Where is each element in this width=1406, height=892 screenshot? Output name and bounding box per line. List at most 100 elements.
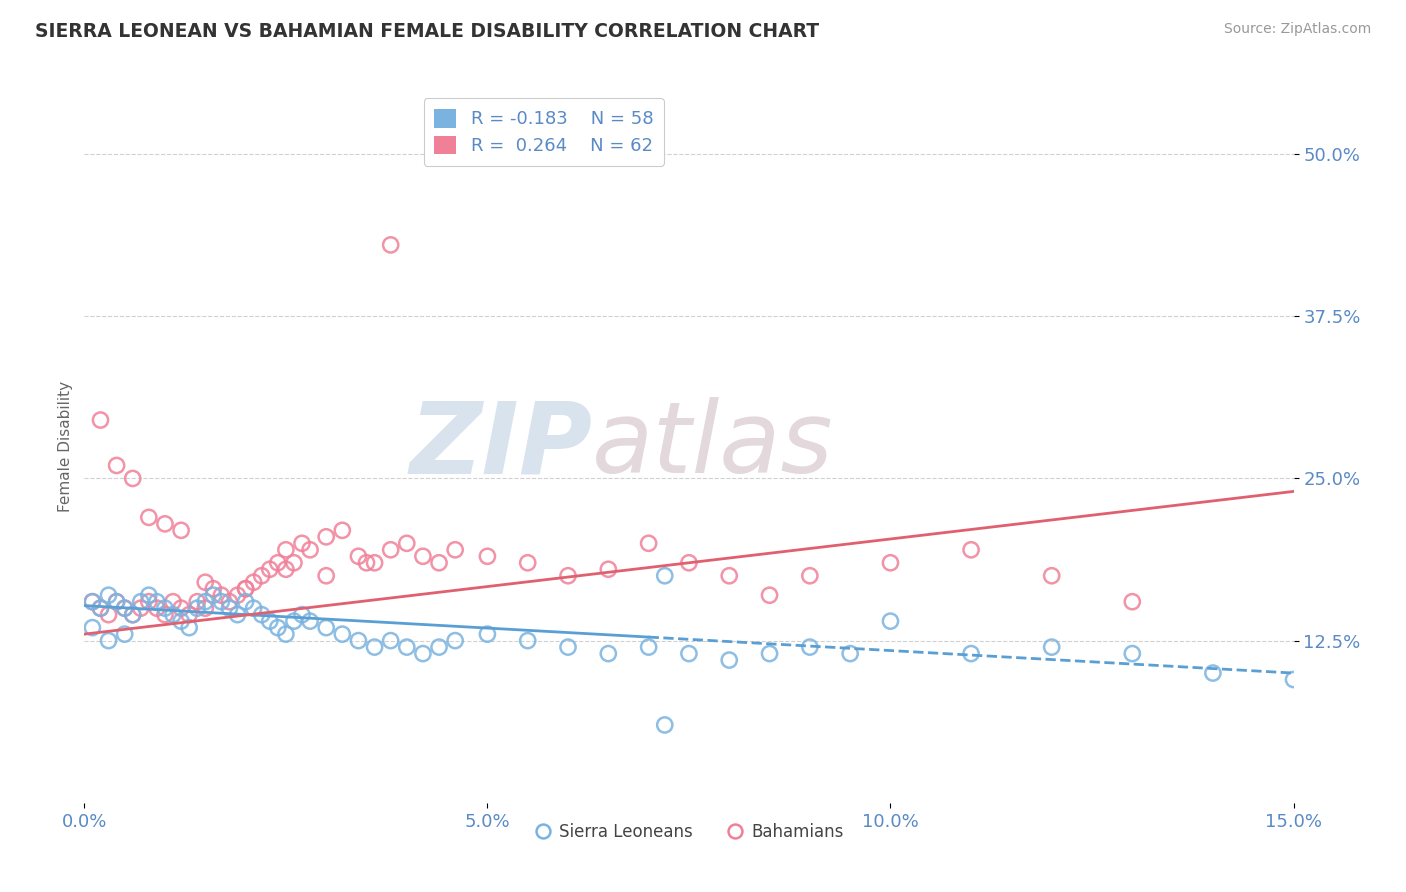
Point — [380, 633, 402, 648]
Point — [412, 549, 434, 564]
Point — [129, 601, 152, 615]
Point — [758, 588, 780, 602]
Point — [879, 556, 901, 570]
Point — [153, 516, 176, 531]
Point — [218, 595, 240, 609]
Point — [274, 542, 297, 557]
Text: SIERRA LEONEAN VS BAHAMIAN FEMALE DISABILITY CORRELATION CHART: SIERRA LEONEAN VS BAHAMIAN FEMALE DISABI… — [35, 22, 820, 41]
Text: ZIP: ZIP — [409, 398, 592, 494]
Point — [82, 621, 104, 635]
Point — [315, 568, 337, 582]
Point — [170, 601, 193, 615]
Point — [105, 595, 128, 609]
Point — [557, 640, 579, 654]
Point — [1282, 673, 1305, 687]
Point — [363, 556, 385, 570]
Point — [209, 595, 232, 609]
Point — [97, 607, 120, 622]
Point — [380, 238, 402, 252]
Point — [1121, 647, 1143, 661]
Point — [179, 621, 201, 635]
Point — [654, 718, 676, 732]
Point — [1121, 595, 1143, 609]
Point — [637, 536, 659, 550]
Point — [194, 595, 217, 609]
Point — [153, 601, 176, 615]
Point — [202, 588, 225, 602]
Point — [444, 542, 467, 557]
Y-axis label: Female Disability: Female Disability — [58, 380, 73, 512]
Point — [146, 601, 169, 615]
Point — [427, 640, 450, 654]
Point — [839, 647, 862, 661]
Point — [678, 647, 700, 661]
Point — [170, 614, 193, 628]
Text: Source: ZipAtlas.com: Source: ZipAtlas.com — [1223, 22, 1371, 37]
Point — [380, 542, 402, 557]
Point — [235, 595, 257, 609]
Point — [444, 633, 467, 648]
Point — [138, 588, 160, 602]
Point — [138, 510, 160, 524]
Legend: Sierra Leoneans, Bahamians: Sierra Leoneans, Bahamians — [527, 817, 851, 848]
Point — [89, 601, 111, 615]
Point — [315, 621, 337, 635]
Point — [250, 607, 273, 622]
Point — [82, 595, 104, 609]
Point — [97, 588, 120, 602]
Point — [330, 627, 353, 641]
Point — [799, 640, 821, 654]
Point — [226, 607, 249, 622]
Point — [598, 562, 620, 576]
Point — [283, 556, 305, 570]
Point — [146, 595, 169, 609]
Point — [235, 582, 257, 596]
Point — [960, 542, 983, 557]
Text: atlas: atlas — [592, 398, 834, 494]
Point — [121, 607, 143, 622]
Point — [250, 568, 273, 582]
Point — [97, 633, 120, 648]
Point — [291, 536, 314, 550]
Point — [291, 607, 314, 622]
Point — [1202, 666, 1225, 681]
Point — [121, 607, 143, 622]
Point — [105, 458, 128, 473]
Point — [179, 607, 201, 622]
Point — [678, 556, 700, 570]
Point — [879, 614, 901, 628]
Point — [330, 524, 353, 538]
Point — [799, 568, 821, 582]
Point — [347, 549, 370, 564]
Point — [186, 595, 208, 609]
Point — [138, 595, 160, 609]
Point — [259, 562, 281, 576]
Point — [242, 601, 264, 615]
Point — [129, 595, 152, 609]
Point — [259, 614, 281, 628]
Point — [427, 556, 450, 570]
Point — [718, 568, 741, 582]
Point — [267, 621, 290, 635]
Point — [194, 575, 217, 590]
Point — [114, 601, 136, 615]
Point — [235, 582, 257, 596]
Point — [153, 607, 176, 622]
Point — [114, 601, 136, 615]
Point — [356, 556, 378, 570]
Point — [299, 542, 322, 557]
Point — [82, 595, 104, 609]
Point — [477, 549, 499, 564]
Point — [170, 524, 193, 538]
Point — [114, 627, 136, 641]
Point — [194, 601, 217, 615]
Point — [516, 633, 538, 648]
Point — [283, 614, 305, 628]
Point — [315, 530, 337, 544]
Point — [105, 595, 128, 609]
Point — [557, 568, 579, 582]
Point — [162, 595, 184, 609]
Point — [89, 413, 111, 427]
Point — [654, 568, 676, 582]
Point — [162, 607, 184, 622]
